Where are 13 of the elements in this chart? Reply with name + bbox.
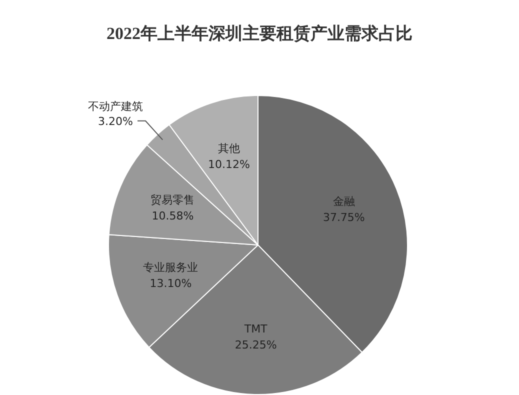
slice-label: 贸易零售 (150, 194, 195, 207)
data-label: 25.25% (234, 338, 277, 352)
data-label: 10.58% (152, 210, 194, 223)
slice-label: 专业服务业 (143, 260, 198, 274)
chart-title: 2022年上半年深圳主要租赁产业需求占比 (106, 23, 414, 45)
data-label: 10.12% (208, 158, 250, 171)
slice-label: 其他 (218, 142, 240, 155)
data-label: 37.75% (322, 211, 365, 224)
slice-label: TMT (243, 322, 268, 336)
data-label: 13.10% (150, 276, 192, 290)
slice-label: 金融 (332, 195, 355, 208)
slice-label: 不动产建筑 (88, 100, 144, 113)
data-label: 3.20% (98, 114, 133, 128)
